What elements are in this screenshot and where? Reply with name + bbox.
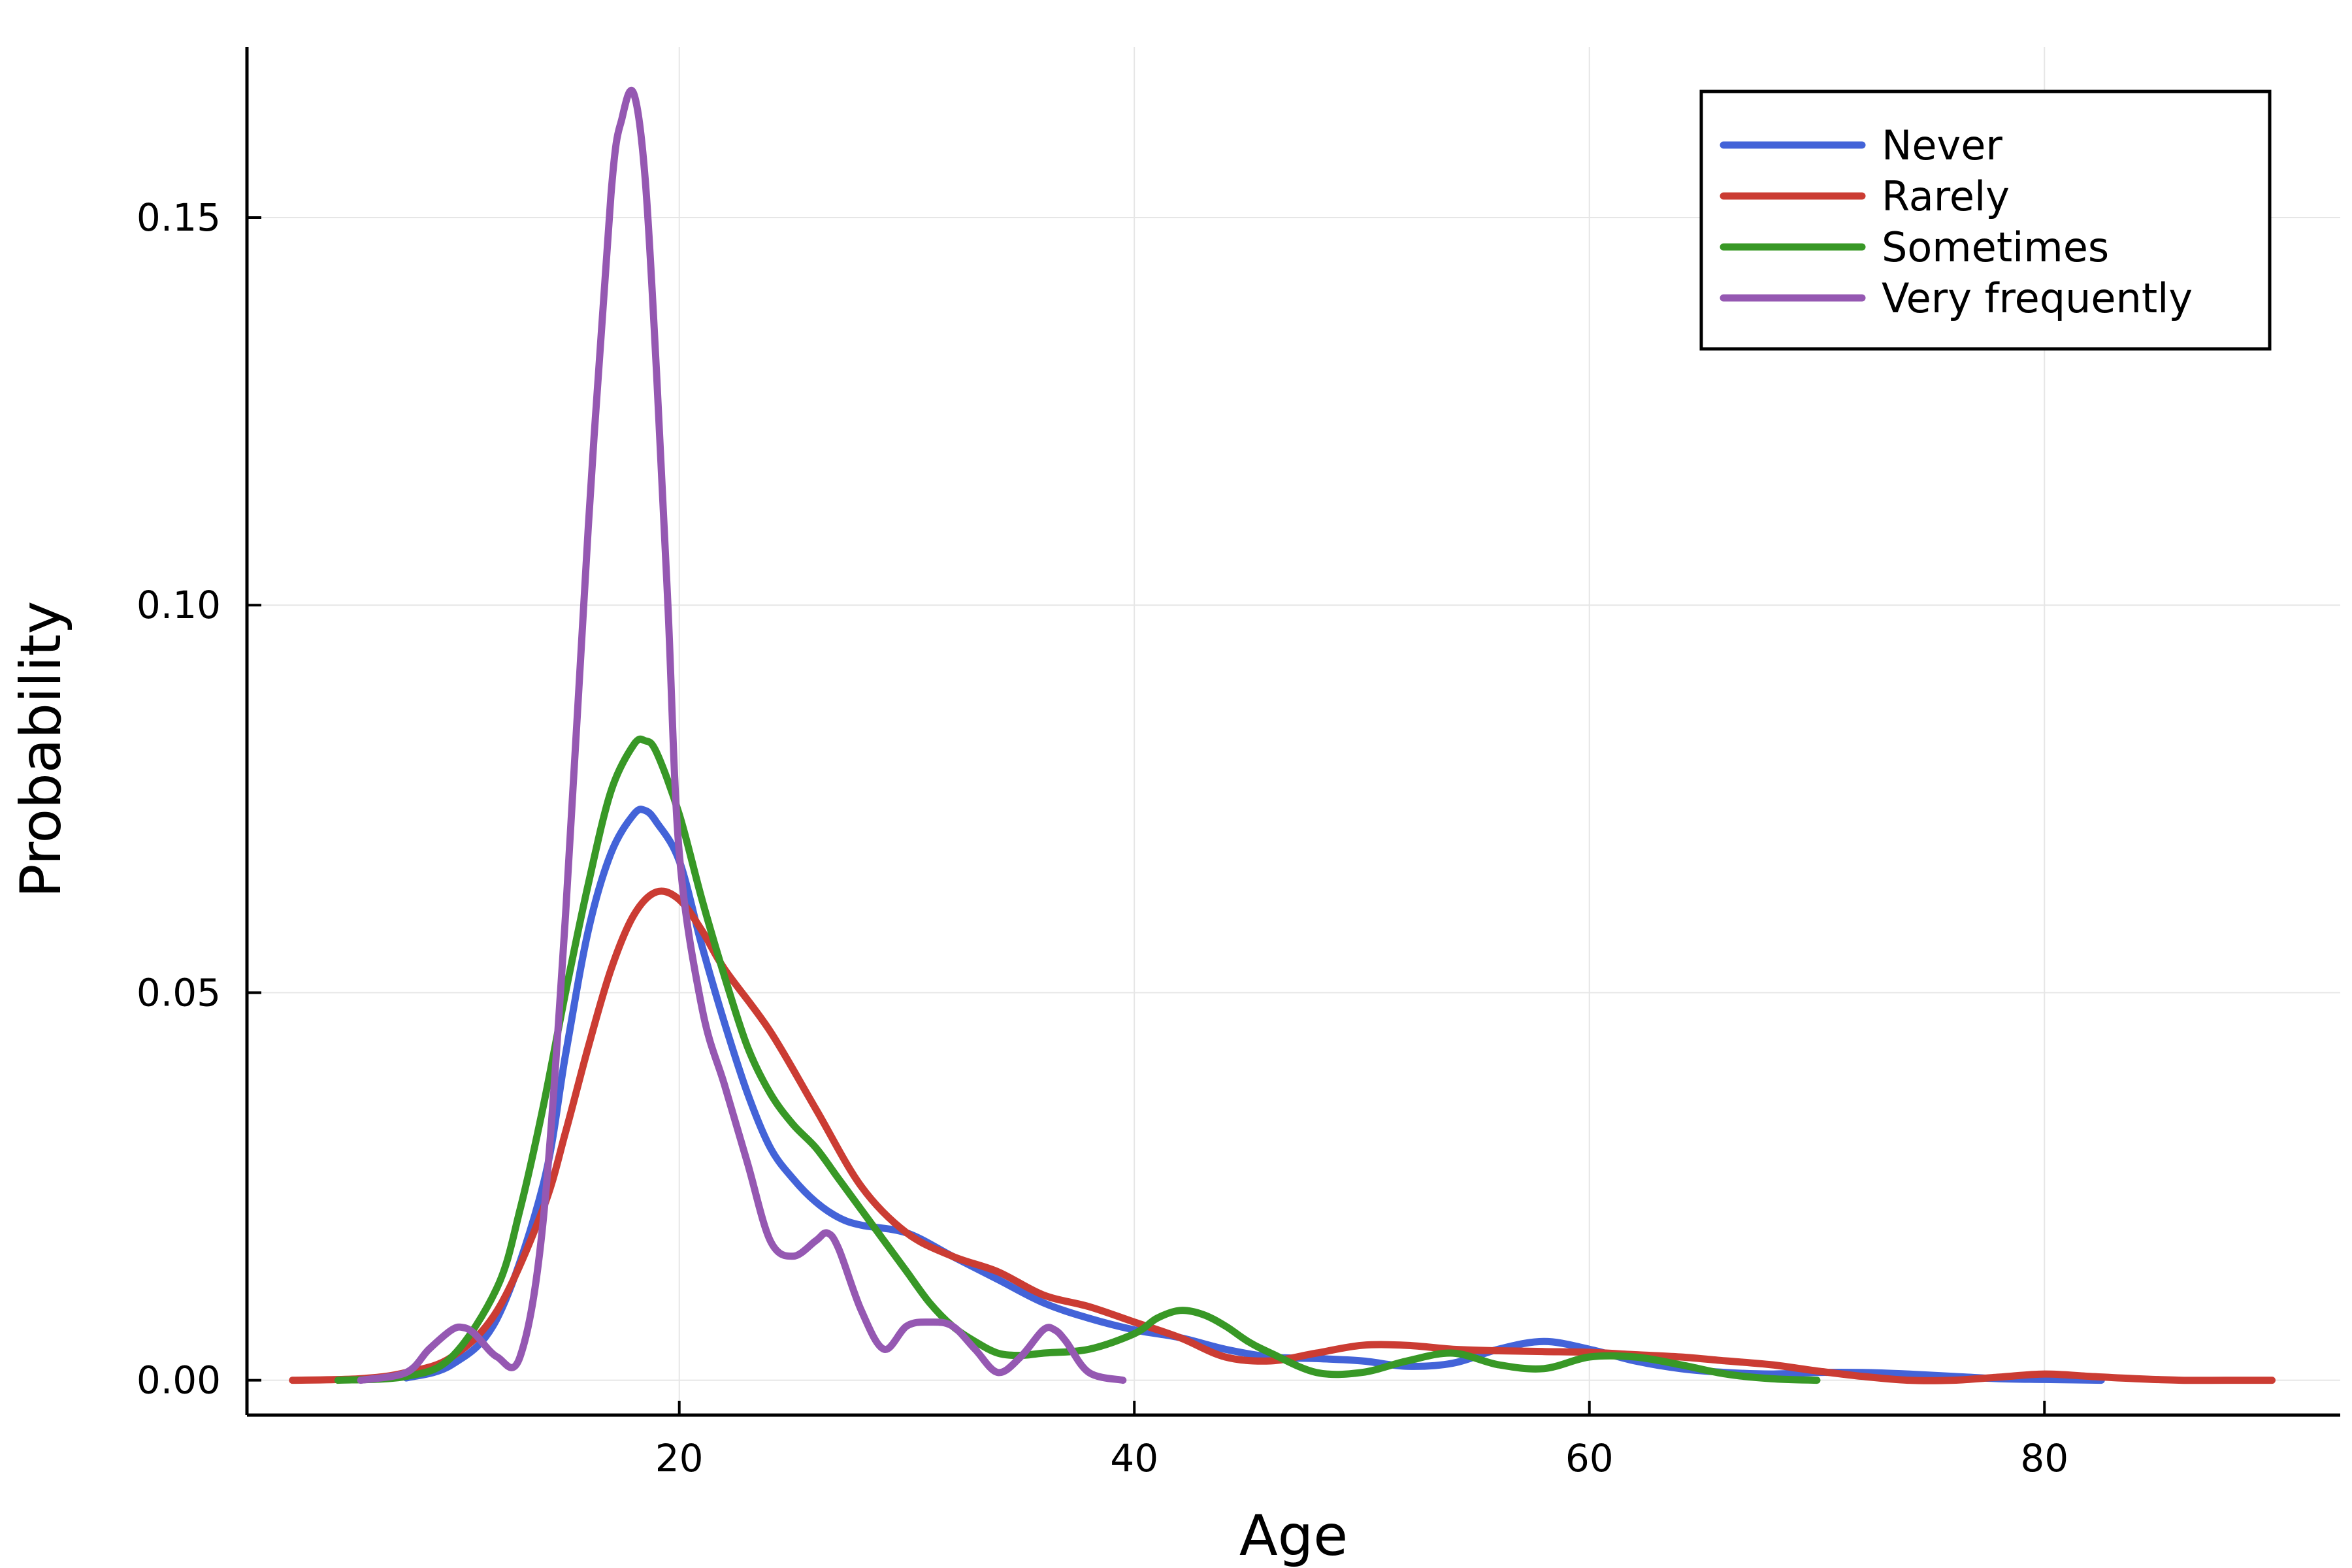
ticks: 20 40 60 80 0.00 0.05 0.10 0.15 bbox=[137, 195, 2068, 1480]
x-tick-label: 40 bbox=[1110, 1436, 1158, 1480]
y-tick-label: 0.15 bbox=[137, 195, 221, 240]
legend-label-sometimes: Sometimes bbox=[1882, 223, 2109, 271]
x-tick-label: 80 bbox=[2020, 1436, 2068, 1480]
legend-label-very-frequently: Very frequently bbox=[1882, 274, 2193, 322]
axes bbox=[245, 47, 2340, 1417]
x-tick-label: 20 bbox=[655, 1436, 704, 1480]
y-tick-label: 0.10 bbox=[137, 583, 221, 627]
y-tick-label: 0.05 bbox=[137, 970, 221, 1015]
legend-label-never: Never bbox=[1882, 122, 2002, 169]
x-axis-title: Age bbox=[1239, 1503, 1348, 1568]
series-line-very-frequently bbox=[357, 86, 1127, 1384]
y-axis-title: Probability bbox=[8, 601, 74, 898]
y-tick-label: 0.00 bbox=[137, 1358, 221, 1403]
legend-box bbox=[1699, 90, 2272, 351]
x-tick-label: 60 bbox=[1565, 1436, 1614, 1480]
series-line-sometimes bbox=[334, 735, 1821, 1384]
series-group bbox=[289, 86, 2276, 1384]
legend-label-rarely: Rarely bbox=[1882, 172, 2010, 220]
